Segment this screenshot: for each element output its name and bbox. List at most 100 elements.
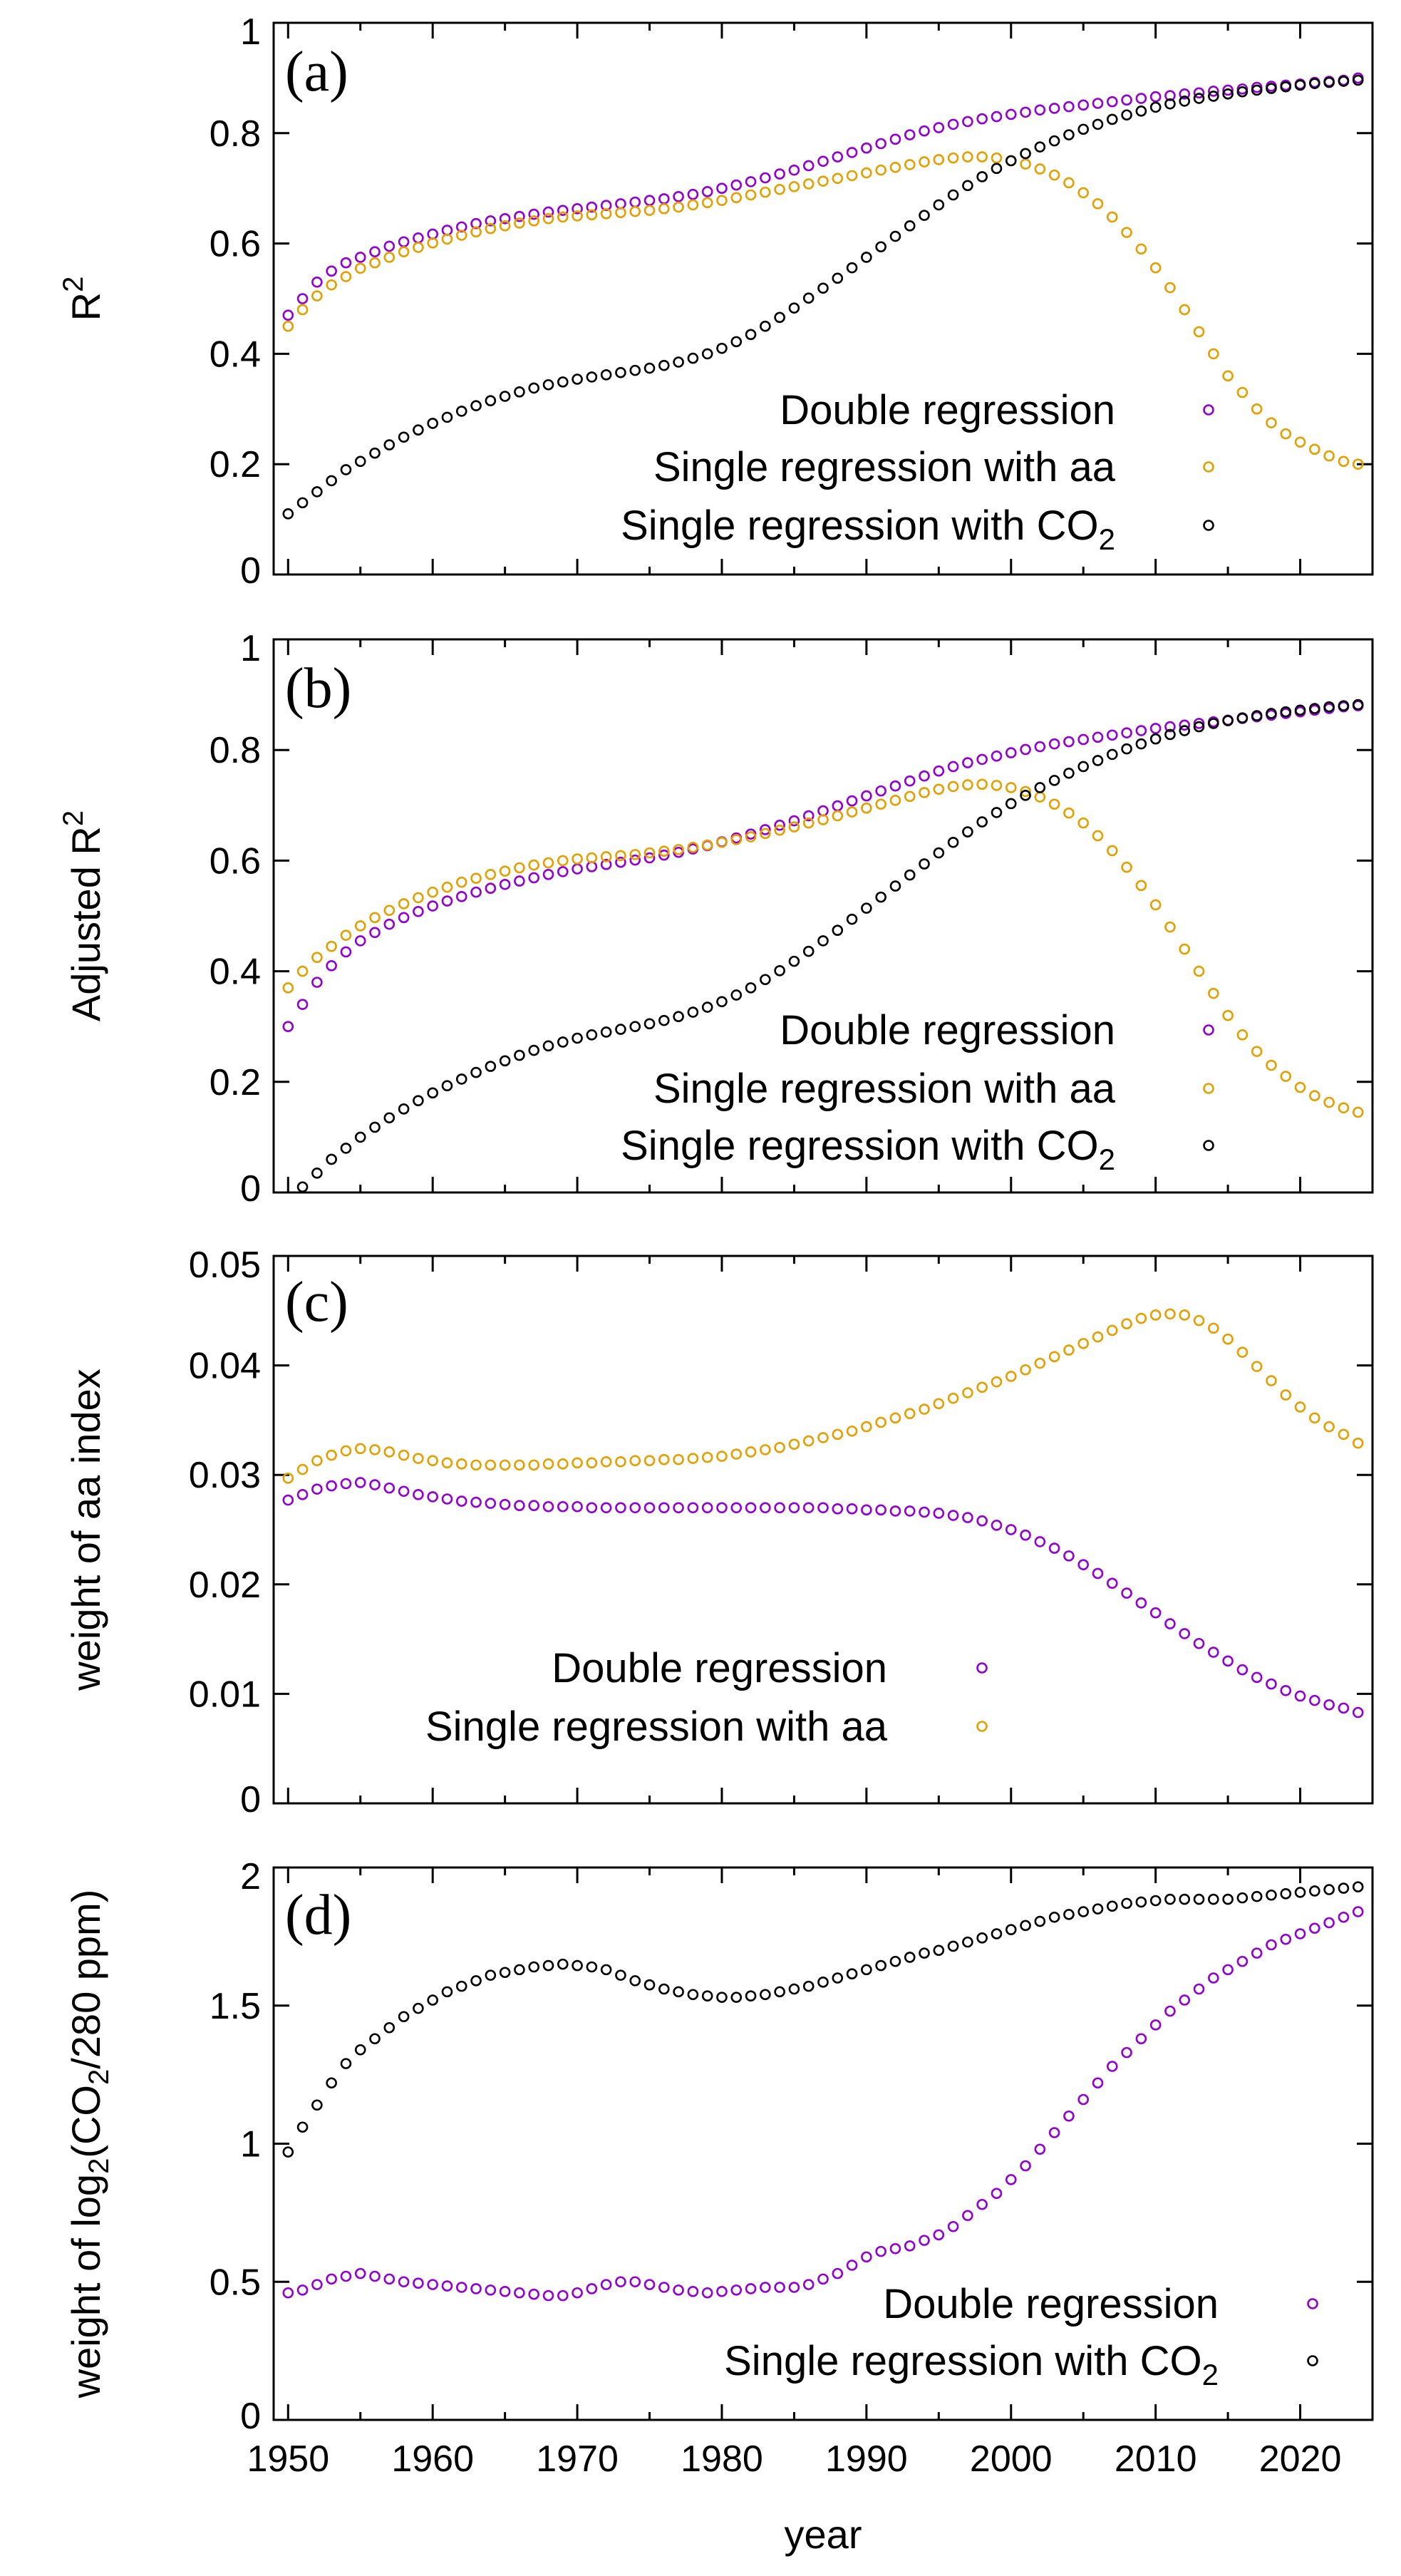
data-point [1280,81,1292,93]
data-point [1193,965,1205,977]
data-point [1309,703,1320,714]
data-point [832,1972,844,1984]
data-point [962,1512,973,1523]
data-point [326,960,337,972]
data-point [282,2287,294,2299]
data-point [1294,704,1306,716]
data-point [455,1073,467,1085]
data-point [586,1502,598,1514]
data-point [586,1961,598,1973]
data-point [441,1493,453,1505]
legend-label: Double regression [883,2281,1219,2327]
data-point [369,912,381,924]
data-point [947,761,959,773]
data-point [629,849,641,860]
data-point [788,821,800,833]
data-point [1048,1542,1060,1554]
data-point [441,895,453,907]
data-point [846,795,858,807]
series-1 [282,151,1364,470]
data-point [441,1457,453,1469]
data-point [1323,701,1335,713]
data-point [875,1416,886,1428]
data-point [802,945,815,957]
data-point [1106,96,1118,108]
data-point [962,779,973,790]
data-point [933,1508,945,1519]
series-1 [282,1308,1364,1484]
data-point [1020,1529,1031,1541]
data-point [889,1955,901,1967]
data-point [354,1477,366,1488]
data-point [687,1453,699,1464]
data-point [962,1387,973,1398]
data-point [600,1502,612,1514]
data-point [658,1983,670,1995]
data-point [1280,1071,1292,1082]
data-point [1121,743,1132,755]
data-point [1323,1096,1335,1108]
data-point [1323,1699,1335,1711]
data-point [889,880,901,892]
data-point [1063,807,1075,819]
data-point [383,1446,396,1458]
data-point [1352,1437,1364,1449]
data-point [326,475,337,487]
data-point [354,2267,366,2279]
data-point [976,816,988,828]
data-point [441,233,453,245]
data-point [1208,1647,1219,1658]
data-point [1149,101,1162,113]
data-point [1121,861,1132,873]
data-point [947,118,959,130]
data-point [861,167,872,179]
y-tick-label: 0.6 [210,840,261,882]
data-point [658,193,670,205]
data-point [1092,98,1104,109]
data-point [441,1080,453,1092]
data-point [760,828,771,840]
data-point [760,1444,771,1456]
data-point [687,199,699,211]
data-point [673,356,684,368]
data-point [875,798,886,810]
data-point [296,999,309,1010]
data-point [615,1024,626,1035]
data-point [398,2276,410,2288]
data-point [427,900,438,912]
data-point [817,805,829,817]
series-0 [282,1477,1364,1719]
data-point [1280,1888,1292,1900]
data-point [760,1502,771,1514]
data-point [1208,91,1219,102]
data-point [904,129,916,140]
data-point [701,1451,713,1463]
data-point [354,920,366,932]
y-tick-label: 1 [240,628,261,669]
data-point [413,424,424,436]
data-point [340,1478,352,1490]
data-point [774,2282,785,2293]
data-point [354,1443,366,1455]
data-point [861,1504,872,1516]
data-point [441,2280,453,2292]
data-point [788,815,800,827]
data-point [528,1459,540,1471]
data-point [514,386,525,398]
data-point [441,411,453,423]
data-point [282,2146,294,2158]
data-point [586,201,598,213]
data-point [1106,113,1118,125]
data-point [788,1983,800,1995]
data-point [1048,775,1060,786]
data-point [542,869,554,880]
data-point [296,304,309,316]
data-point [572,210,583,222]
data-point [1077,99,1090,111]
data-point [455,406,467,417]
data-point [933,1398,945,1410]
data-point [933,1944,945,1957]
data-point [398,1449,410,1461]
data-point [326,2077,337,2089]
data-point [1280,1684,1292,1696]
